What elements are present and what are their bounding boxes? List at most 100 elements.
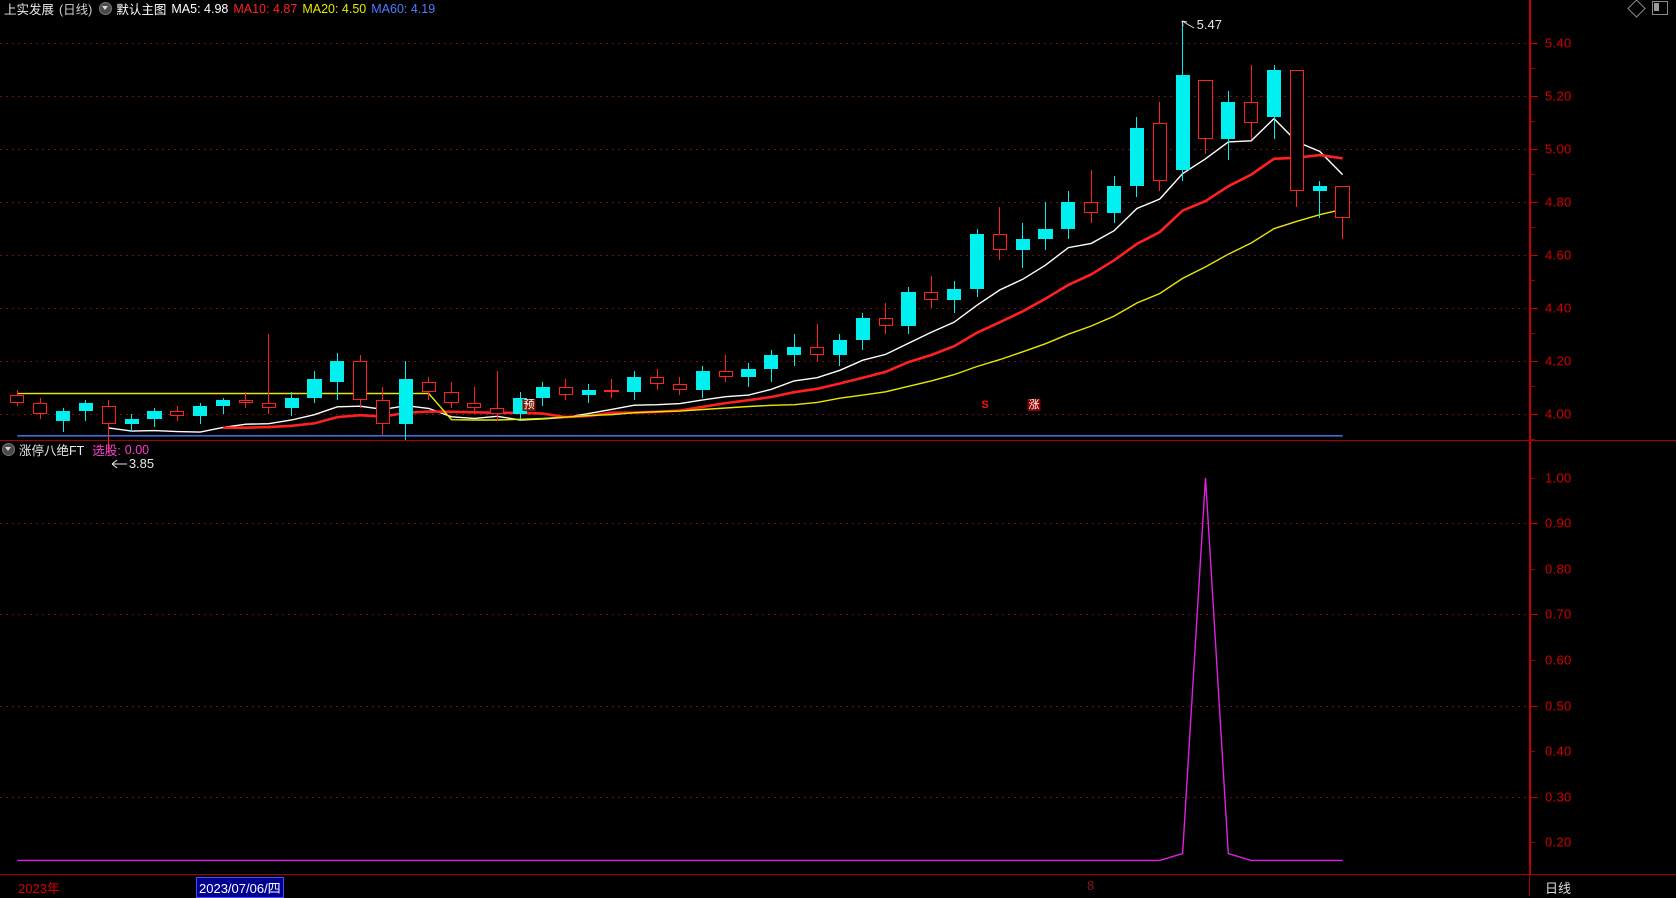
year-label: 2023年 (18, 881, 60, 896)
indicator-tick (1531, 523, 1538, 525)
candlestick (215, 17, 231, 440)
high-arrow-icon (1181, 20, 1194, 29)
candle-body (947, 289, 962, 300)
candle-body (193, 405, 208, 417)
candle-body (878, 318, 893, 327)
candlestick (604, 17, 619, 440)
candlestick (238, 17, 253, 440)
candle-body (147, 410, 162, 419)
candle-wick (268, 334, 270, 414)
candlestick (284, 17, 299, 440)
ma10-value: 4.87 (272, 1, 298, 16)
candlestick (992, 17, 1007, 440)
candle-body (398, 379, 413, 425)
candle-wick (610, 379, 612, 398)
candlestick (1266, 17, 1282, 440)
period-footer-label[interactable]: 日线 (1545, 881, 1572, 896)
price-tick-minor (1531, 385, 1535, 387)
candlestick (924, 17, 939, 440)
candle-wick (1045, 202, 1047, 250)
candle-body (1289, 69, 1304, 192)
chevron-down-circle-icon[interactable] (99, 2, 113, 15)
candle-body (581, 389, 596, 396)
indicator-tick (1531, 477, 1535, 479)
candlestick (353, 17, 368, 440)
price-gridline (0, 254, 1529, 256)
candlestick (467, 17, 482, 440)
price-tick (1531, 254, 1538, 256)
candlestick (1244, 17, 1259, 440)
candle-body (787, 347, 802, 356)
candle-body (695, 371, 710, 390)
indicator-tick (1531, 842, 1535, 844)
price-axis-label: 5.40 (1545, 35, 1572, 51)
candle-body (375, 400, 391, 425)
price-tick (1531, 43, 1538, 45)
candlestick (878, 17, 893, 440)
candlestick (1084, 17, 1099, 440)
candlestick (695, 17, 710, 440)
candle-body (650, 376, 665, 385)
indicator-line-series (17, 477, 1343, 862)
indicator-tick (1531, 614, 1538, 616)
candlestick (124, 17, 139, 440)
candlestick (1335, 17, 1350, 440)
candlestick (444, 17, 459, 440)
moving-average-lines (17, 117, 1344, 437)
candlestick (672, 17, 688, 440)
candlestick (741, 17, 756, 440)
indicator-name-label[interactable]: 涨停八绝FT (19, 444, 85, 458)
candle-body (467, 402, 482, 409)
candlestick (33, 17, 48, 440)
candle-body (490, 408, 505, 414)
main-chart-label[interactable]: 默认主图 (116, 3, 167, 17)
indicator-chart-pane[interactable] (0, 455, 1529, 865)
candle-body (1061, 202, 1076, 229)
candlestick (1015, 17, 1030, 440)
price-gridline (0, 202, 1529, 204)
ma5-value: 4.98 (204, 1, 229, 16)
candlestick (535, 17, 550, 440)
price-tick-minor (1531, 332, 1535, 334)
candlestick (558, 17, 573, 440)
price-tick (1531, 307, 1538, 309)
candle-body (1015, 239, 1030, 250)
candlestick (1312, 17, 1327, 440)
chevron-down-circle-icon-indicator[interactable] (2, 443, 15, 456)
ma10-key: MA10 (233, 1, 267, 16)
candle-wick (1250, 64, 1252, 139)
price-tick-minor (1531, 279, 1535, 281)
candle-body (261, 402, 276, 409)
candlestick (1152, 17, 1167, 440)
candle-body (421, 381, 436, 393)
price-chart-pane[interactable]: 5.47 3.85 预 S 涨 (0, 17, 1529, 471)
candlestick (627, 17, 642, 440)
candlestick (947, 17, 962, 440)
candle-body (1266, 69, 1282, 118)
ma10-readout: MA10: 4.87 (233, 1, 298, 16)
stock-name-label[interactable]: 上实发展 (4, 3, 55, 17)
candlestick (1061, 17, 1076, 440)
indicator-gridline (0, 705, 1529, 707)
candlestick (170, 17, 185, 440)
selected-date-label[interactable]: 2023/07/06/四 (196, 877, 284, 898)
price-gridline (0, 96, 1529, 98)
ma-line-ma20 (17, 208, 1343, 421)
candlestick (330, 17, 345, 440)
indicator-line (17, 477, 1343, 862)
candle-body (215, 400, 231, 406)
pane-divider (0, 440, 1676, 441)
candle-wick (1319, 180, 1321, 218)
panel-layout-icon[interactable] (1652, 1, 1668, 15)
diamond-icon[interactable] (1627, 0, 1646, 18)
ma60-readout: MA60: 4.19 (371, 1, 436, 16)
price-gridline (0, 413, 1529, 415)
signal-marker: S (981, 399, 989, 411)
price-tick (1531, 96, 1538, 98)
price-tick (1531, 202, 1538, 204)
candle-wick (496, 371, 498, 422)
indicator-value: 0.00 (124, 442, 150, 457)
axis-vertical-separator (1529, 866, 1530, 896)
candle-body (558, 387, 573, 396)
candle-body (1312, 186, 1327, 192)
